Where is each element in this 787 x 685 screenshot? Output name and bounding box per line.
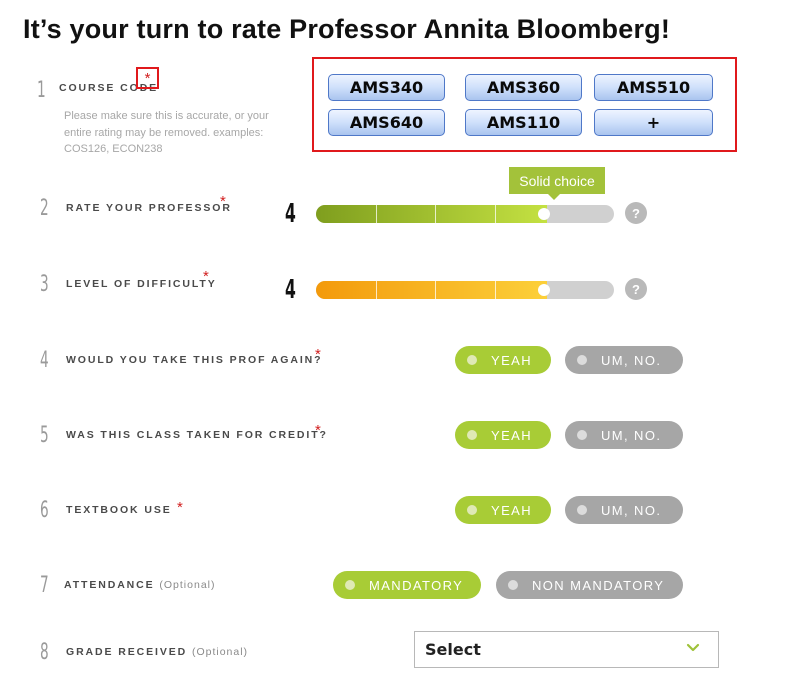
attendance-mandatory-toggle[interactable]: MANDATORY xyxy=(333,571,481,599)
difficulty-slider-fill xyxy=(316,281,547,299)
course-button-ams360[interactable]: AMS360 xyxy=(465,74,582,101)
question-number-1: 1 xyxy=(37,78,46,103)
question-number-3: 3 xyxy=(40,272,49,297)
grade-label-text: GRADE RECEIVED xyxy=(66,646,188,658)
course-button-ams340[interactable]: AMS340 xyxy=(328,74,445,101)
textbook-yes-toggle[interactable]: YEAH xyxy=(455,496,551,524)
attendance-label-text: ATTENDANCE xyxy=(64,579,155,591)
yes-label: YEAH xyxy=(491,352,533,368)
slider-tick xyxy=(495,205,496,223)
help-icon[interactable]: ? xyxy=(625,278,647,300)
difficulty-slider-handle[interactable] xyxy=(538,284,550,296)
radio-dot-icon xyxy=(508,580,518,590)
course-button-ams640[interactable]: AMS640 xyxy=(328,109,445,136)
course-button-ams510[interactable]: AMS510 xyxy=(594,74,713,101)
take-again-no-toggle[interactable]: UM, NO. xyxy=(565,346,683,374)
mandatory-label: MANDATORY xyxy=(369,577,464,593)
required-star: * xyxy=(315,422,321,439)
take-again-yes-toggle[interactable]: YEAH xyxy=(455,346,551,374)
radio-dot-icon xyxy=(577,355,587,365)
quality-slider-fill xyxy=(316,205,547,223)
question-number-4: 4 xyxy=(40,348,49,373)
radio-dot-icon xyxy=(467,505,477,515)
slider-tick xyxy=(435,281,436,299)
slider-tick xyxy=(495,281,496,299)
textbook-use-label: TEXTBOOK USE xyxy=(66,504,172,516)
question-number-2: 2 xyxy=(40,196,49,221)
grade-select[interactable]: Select xyxy=(414,631,719,668)
rate-professor-label: RATE YOUR PROFESSOR xyxy=(66,202,232,214)
required-star-highlight: * xyxy=(136,67,159,89)
radio-dot-icon xyxy=(467,430,477,440)
required-star: * xyxy=(144,70,151,87)
course-button-ams110[interactable]: AMS110 xyxy=(465,109,582,136)
add-course-button[interactable]: + xyxy=(594,109,713,136)
required-star: * xyxy=(220,193,226,210)
course-code-help: Please make sure this is accurate, or yo… xyxy=(64,110,269,155)
required-star: * xyxy=(177,499,183,516)
question-number-5: 5 xyxy=(40,423,49,448)
difficulty-label: LEVEL OF DIFFICULTY xyxy=(66,278,217,290)
radio-dot-icon xyxy=(467,355,477,365)
radio-dot-icon xyxy=(577,505,587,515)
radio-dot-icon xyxy=(577,430,587,440)
quality-slider-handle[interactable] xyxy=(538,208,550,220)
chevron-down-icon xyxy=(686,643,700,652)
slider-tick xyxy=(376,281,377,299)
grade-received-label: GRADE RECEIVED (Optional) xyxy=(66,646,248,658)
tooltip-arrow xyxy=(548,194,560,200)
slider-tick xyxy=(376,205,377,223)
attendance-label: ATTENDANCE (Optional) xyxy=(64,579,216,591)
question-number-6: 6 xyxy=(40,498,49,523)
rating-tooltip: Solid choice xyxy=(509,167,605,194)
grade-select-value: Select xyxy=(425,640,481,659)
question-number-8: 8 xyxy=(40,640,49,665)
course-code-label: COURSE CODE xyxy=(59,82,159,94)
take-again-label: WOULD YOU TAKE THIS PROF AGAIN? xyxy=(66,354,323,366)
no-label: UM, NO. xyxy=(601,427,662,443)
yes-label: YEAH xyxy=(491,427,533,443)
textbook-no-toggle[interactable]: UM, NO. xyxy=(565,496,683,524)
for-credit-yes-toggle[interactable]: YEAH xyxy=(455,421,551,449)
optional-tag: (Optional) xyxy=(159,579,216,591)
non-mandatory-label: NON MANDATORY xyxy=(532,577,665,593)
required-star: * xyxy=(203,268,209,285)
radio-dot-icon xyxy=(345,580,355,590)
no-label: UM, NO. xyxy=(601,352,662,368)
attendance-non-mandatory-toggle[interactable]: NON MANDATORY xyxy=(496,571,683,599)
optional-tag: (Optional) xyxy=(191,646,249,658)
question-number-7: 7 xyxy=(40,573,49,598)
quality-slider[interactable] xyxy=(316,205,614,223)
difficulty-slider[interactable] xyxy=(316,281,614,299)
slider-tick xyxy=(435,205,436,223)
for-credit-label: WAS THIS CLASS TAKEN FOR CREDIT? xyxy=(66,429,328,441)
yes-label: YEAH xyxy=(491,502,533,518)
page-title: It’s your turn to rate Professor Annita … xyxy=(23,14,671,44)
quality-score: 4 xyxy=(285,199,296,229)
for-credit-no-toggle[interactable]: UM, NO. xyxy=(565,421,683,449)
course-suggestions: AMS340 AMS360 AMS510 AMS640 AMS110 + xyxy=(312,57,737,152)
required-star: * xyxy=(315,346,321,363)
difficulty-score: 4 xyxy=(285,275,296,305)
help-icon[interactable]: ? xyxy=(625,202,647,224)
no-label: UM, NO. xyxy=(601,502,662,518)
